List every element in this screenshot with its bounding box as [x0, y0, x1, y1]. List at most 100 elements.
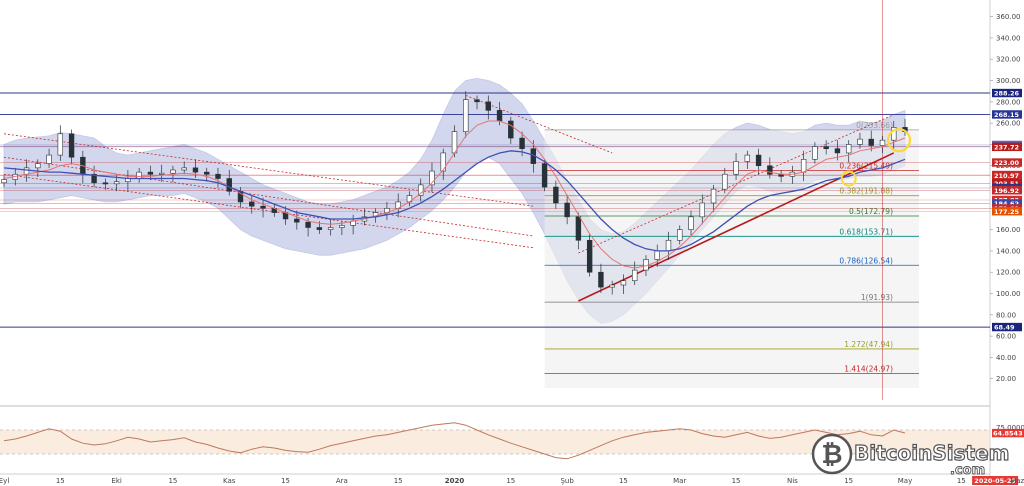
moving-averages: [3, 120, 912, 269]
candle: [879, 135, 886, 153]
candle-body: [609, 284, 615, 288]
candle-body: [113, 181, 120, 185]
candle-body: [57, 133, 64, 156]
candle-body: [586, 239, 593, 273]
bitcoin-icon: ₿: [811, 433, 853, 475]
candle-body: [249, 201, 255, 207]
candle-body: [327, 227, 334, 230]
candle-body: [879, 139, 886, 146]
candle: [215, 167, 221, 188]
candle: [226, 169, 232, 196]
candle-body: [463, 99, 469, 132]
time-tick-label: Eki: [111, 477, 121, 485]
candle-body: [294, 218, 300, 223]
candle-body: [845, 144, 852, 154]
candle: [204, 167, 210, 182]
candle: [845, 140, 852, 163]
candle: [46, 148, 52, 168]
current-date-label: 2020-05-25: [974, 477, 1016, 485]
candle: [57, 125, 64, 161]
candle: [857, 132, 863, 149]
candle: [744, 150, 751, 169]
candle-body: [181, 167, 187, 171]
price-tag-label: 203.51: [994, 180, 1020, 188]
price-tag-label: 237.72: [994, 143, 1019, 151]
candle-body: [496, 110, 503, 122]
candle: [609, 280, 615, 295]
candle: [91, 165, 97, 188]
logo-graphic: ₿ BitcoinSistemi .com: [811, 433, 1017, 478]
candle-body: [553, 186, 559, 204]
time-tick-label: Nis: [787, 477, 798, 485]
time-tick-label: 15: [732, 477, 741, 485]
candle: [474, 95, 480, 110]
trend-channels: [3, 0, 895, 400]
candle-body: [857, 138, 863, 145]
candle-body: [710, 188, 717, 204]
candle: [767, 157, 773, 179]
candle-body: [1, 179, 7, 184]
candle-body: [23, 167, 30, 175]
candle: [553, 180, 559, 209]
candle: [102, 178, 109, 190]
candle: [294, 210, 300, 230]
candle-body: [722, 173, 728, 190]
candle-body: [147, 171, 154, 175]
candle-body: [418, 184, 424, 196]
time-axis[interactable]: Eyl 15 Eki 15 Kas 15 Ara 15 2020 15 Şub 15 Mar 15 Nis 1…: [0, 476, 1024, 485]
candle-body: [170, 169, 176, 174]
price-tag-bg: [992, 322, 1022, 332]
price-tag-bg: [992, 186, 1022, 195]
candle: [1, 175, 7, 188]
logo-text: BitcoinSistemi: [854, 441, 1010, 465]
time-tick-label: 15: [56, 477, 65, 485]
fib-label-0.382: 0.382(191.88): [839, 187, 893, 196]
candle-body: [699, 202, 705, 218]
candle-body: [339, 225, 345, 228]
candle-body: [508, 120, 514, 139]
candle: [260, 197, 266, 218]
price-axis[interactable]: 360.00340.00320.00300.00280.00260.00240.…: [990, 13, 1024, 432]
candle-body: [204, 171, 210, 175]
candle: [35, 159, 41, 177]
price-tag-label: 177.25: [994, 208, 1020, 216]
price-tag-bg: [992, 158, 1022, 167]
bitcoinsistemi-logo: ₿ BitcoinSistemi .com: [810, 432, 1017, 480]
price-tick-label: 20.00: [996, 375, 1016, 383]
price-tick-label: 60.00: [996, 333, 1016, 341]
price-tick-label: 40.00: [996, 354, 1016, 362]
candle: [575, 212, 582, 250]
price-tag-label: 223.00: [994, 159, 1020, 167]
price-tick-label: 80.00: [996, 311, 1016, 319]
candlesticks: [1, 91, 908, 295]
time-tick-label: Mar: [673, 477, 686, 485]
candle-body: [102, 182, 109, 185]
candle-body: [485, 101, 491, 111]
candle-body: [215, 173, 221, 179]
fib-label-1.414: 1.414(24.97): [844, 364, 893, 373]
rsi-tag-bg: [992, 428, 1024, 438]
price-tick-label: 160.00: [996, 226, 1021, 234]
price-tag-label: 68.49: [994, 324, 1015, 332]
candle-body: [316, 227, 323, 230]
candle-body: [665, 239, 672, 252]
rsi-tag-label: 64.8543: [993, 430, 1023, 438]
candle: [586, 233, 593, 277]
rsi-line: [3, 422, 906, 460]
price-tag-bg: [992, 171, 1022, 180]
fib-label-1: 1(91.93): [861, 293, 893, 302]
time-tick-label: 15: [281, 477, 290, 485]
candle: [722, 167, 728, 194]
ma-red-line: [3, 120, 906, 269]
price-tags: 288.26268.15239.53237.97237.72223.00211.…: [992, 88, 1024, 438]
candle: [181, 161, 187, 175]
candle-body: [91, 173, 97, 184]
candle: [485, 95, 491, 120]
time-tick-label: 15: [844, 477, 853, 485]
price-tag-bg: [992, 207, 1022, 216]
price-tag-label: 184.62: [994, 200, 1019, 208]
candle-body: [136, 171, 142, 179]
candle-body: [192, 167, 199, 173]
candle-body: [800, 159, 807, 173]
current-date-tag: [972, 476, 1019, 485]
